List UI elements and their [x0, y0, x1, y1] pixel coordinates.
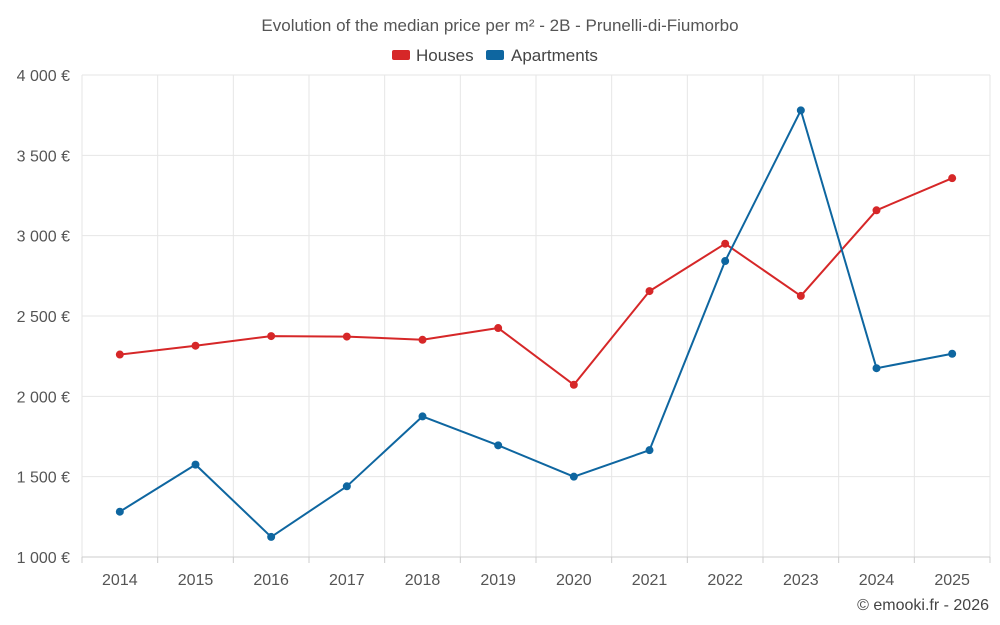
legend-item-houses[interactable]: Houses [392, 46, 474, 65]
data-point-apartments[interactable] [418, 412, 427, 421]
data-point-apartments[interactable] [569, 472, 578, 481]
data-point-houses[interactable] [267, 332, 276, 341]
x-tick-label: 2022 [707, 572, 743, 589]
data-point-apartments[interactable] [872, 364, 881, 373]
x-tick-label: 2017 [329, 572, 365, 589]
data-point-houses[interactable] [569, 380, 578, 389]
data-point-apartments[interactable] [267, 532, 276, 541]
x-tick-label: 2020 [556, 572, 592, 589]
series-line-houses [119, 177, 953, 386]
x-tick-label: 2019 [480, 572, 516, 589]
data-point-apartments[interactable] [948, 349, 957, 358]
grid [81, 74, 991, 557]
data-point-apartments[interactable] [115, 507, 124, 516]
y-tick-label: 2 500 € [17, 309, 70, 326]
data-point-apartments[interactable] [494, 441, 503, 450]
data-point-houses[interactable] [418, 335, 427, 344]
y-tick-label: 4 000 € [17, 68, 70, 85]
x-tick-labels: 2014 2015 2016 2017 2018 2019 2020 2021 2022 2023… [102, 572, 970, 589]
legend-label-apartments: Apartments [511, 46, 598, 65]
data-point-houses[interactable] [342, 332, 351, 341]
series-apartments [115, 106, 957, 541]
data-point-apartments[interactable] [645, 446, 654, 455]
data-point-houses[interactable] [494, 324, 503, 333]
data-point-houses[interactable] [645, 287, 654, 296]
data-point-houses[interactable] [115, 350, 124, 359]
data-point-houses[interactable] [948, 174, 957, 183]
y-tick-labels: 1 000 € 1 500 € 2 000 € 2 500 € 3 000 € 3 500… [17, 68, 70, 567]
y-tick-label: 2 000 € [17, 389, 70, 406]
data-point-houses[interactable] [191, 341, 200, 350]
series-houses [115, 174, 957, 389]
axes [81, 556, 991, 563]
y-tick-label: 3 500 € [17, 148, 70, 165]
x-tick-label: 2015 [178, 572, 214, 589]
y-tick-label: 1 000 € [17, 550, 70, 567]
data-point-houses[interactable] [796, 291, 805, 300]
x-tick-label: 2025 [934, 572, 970, 589]
x-tick-label: 2014 [102, 572, 138, 589]
data-point-apartments[interactable] [721, 257, 730, 266]
x-tick-label: 2021 [632, 572, 668, 589]
legend-swatch-apartments [486, 50, 504, 60]
y-tick-label: 1 500 € [17, 470, 70, 487]
legend: Houses Apartments [392, 46, 598, 65]
legend-item-apartments[interactable]: Apartments [486, 46, 598, 65]
legend-label-houses: Houses [416, 46, 474, 65]
data-point-apartments[interactable] [191, 460, 200, 469]
x-tick-label: 2016 [253, 572, 289, 589]
data-point-apartments[interactable] [796, 106, 805, 115]
series-line-apartments [119, 109, 953, 538]
credit: © emooki.fr - 2026 [857, 597, 989, 614]
x-tick-label: 2023 [783, 572, 819, 589]
series [115, 106, 957, 541]
data-point-houses[interactable] [721, 239, 730, 248]
legend-swatch-houses [392, 50, 410, 60]
x-tick-label: 2018 [405, 572, 441, 589]
data-point-apartments[interactable] [342, 482, 351, 491]
y-tick-label: 3 000 € [17, 229, 70, 246]
chart-title: Evolution of the median price per m² - 2… [261, 16, 738, 35]
x-tick-label: 2024 [859, 572, 895, 589]
data-point-houses[interactable] [872, 206, 881, 215]
